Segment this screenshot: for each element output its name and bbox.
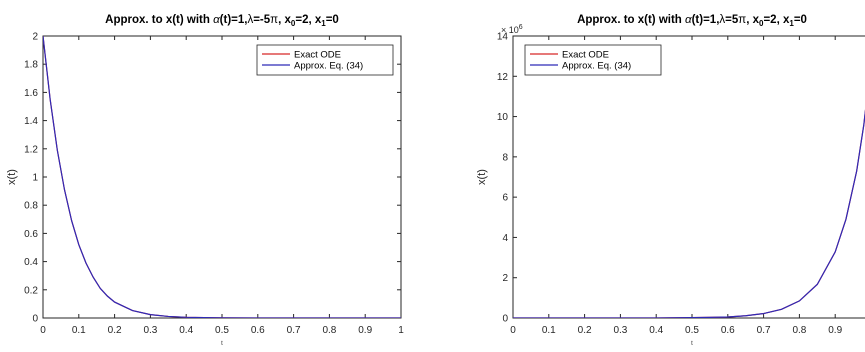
x-tick-label: 0.2 [108, 325, 122, 336]
y-tick-label: 14 [497, 32, 509, 43]
legend-box [256, 44, 394, 76]
x-tick-label: 0.8 [322, 325, 336, 336]
y-tick-label: 2 [32, 32, 38, 43]
chart-title: Approx. to x(t) with α(t)=1,λ=-5π, x0=2,… [105, 14, 339, 28]
x-tick-label: 0.9 [358, 325, 372, 336]
title-x0-value: =2, x [295, 14, 322, 26]
title-x1-value: =0 [326, 14, 339, 26]
x-axis-label: t [221, 341, 223, 347]
x-tick-label: 0.4 [649, 325, 663, 336]
title-mid1: (t)=1, [220, 14, 248, 26]
title-alpha: α [213, 14, 220, 26]
title-x0-part: , x [746, 14, 759, 26]
title-x0-part: , x [278, 14, 291, 26]
title-prefix: Approx. to x(t) with [105, 14, 213, 26]
y-tick-label: 0 [502, 314, 508, 325]
title-lambda-value: =5 [725, 14, 739, 26]
series-line-approx-eq-34 [43, 36, 401, 318]
x-tick-label: 0.3 [613, 325, 627, 336]
title-mid1: (t)=1, [692, 14, 720, 26]
x-tick-label: 0.3 [143, 325, 157, 336]
title-prefix: Approx. to x(t) with [577, 14, 685, 26]
title-x0-sub: 0 [759, 19, 764, 28]
x-tick-label: 0.5 [215, 325, 229, 336]
y-exponent-power: 6 [519, 24, 523, 31]
title-x0-sub: 0 [291, 19, 296, 28]
title-x1-value: =0 [794, 14, 807, 26]
y-tick-label: 0.4 [24, 257, 38, 268]
x-tick-label: 0.1 [542, 325, 556, 336]
y-tick-label: 4 [502, 233, 508, 244]
x-tick-label: 0.1 [72, 325, 86, 336]
x-tick-label: 0.9 [828, 325, 842, 336]
x-tick-label: 0 [40, 325, 46, 336]
chart-panel-2: 0 0.1 0.2 0.3 0.4 0.5 0.6 0.7 0.8 0.902468101214×… [476, 14, 865, 347]
x-tick-label: 0.4 [179, 325, 193, 336]
y-tick-label: 1 [32, 173, 38, 184]
title-alpha: α [685, 14, 692, 26]
y-tick-label: 1.6 [24, 88, 38, 99]
plot-area-frame [512, 35, 865, 319]
x-tick-label: 0.7 [287, 325, 301, 336]
x-tick-label: 0.2 [578, 325, 592, 336]
x-tick-label: 0.7 [757, 325, 771, 336]
y-exponent-base: × 10 [501, 25, 519, 35]
legend-entry-label: Approx. Eq. (34) [294, 61, 363, 72]
legend-box [524, 44, 662, 76]
legend-entry-label: Approx. Eq. (34) [562, 61, 631, 72]
title-pi: π [738, 14, 746, 26]
x-tick-label: 0.5 [685, 325, 699, 336]
legend-entry-label: Exact ODE [294, 50, 341, 61]
title-lambda: λ [247, 14, 253, 26]
y-tick-label: 0.6 [24, 229, 38, 240]
title-x1-sub: 1 [789, 19, 794, 28]
y-tick-label: 0 [32, 314, 38, 325]
y-tick-label: 1.4 [24, 116, 38, 127]
title-pi: π [270, 14, 278, 26]
x-tick-label: 0.6 [721, 325, 735, 336]
legend-entry-label: Exact ODE [562, 50, 609, 61]
plot-area-frame [42, 35, 402, 319]
y-tick-label: 10 [497, 112, 509, 123]
chart-panel-1: 0 0.1 0.2 0.3 0.4 0.5 0.6 0.7 0.8 0.9 1 0 0.2 0.4 0.6 0… [6, 14, 404, 347]
y-tick-label: 8 [502, 152, 508, 163]
title-lambda: λ [719, 14, 725, 26]
y-tick-label: 1.2 [24, 144, 38, 155]
chart-title: Approx. to x(t) with α(t)=1,λ=5π, x0=2, … [577, 14, 807, 28]
title-x1-sub: 1 [321, 19, 326, 28]
x-tick-label: 0 [510, 325, 516, 336]
y-tick-label: 2 [502, 273, 508, 284]
title-lambda-value: =-5 [253, 14, 271, 26]
y-axis-label: x(t) [6, 169, 18, 185]
x-tick-label: 0.6 [251, 325, 265, 336]
series-line-approx-eq-34 [513, 109, 865, 318]
title-x0-value: =2, x [763, 14, 790, 26]
y-axis-label: x(t) [476, 169, 488, 185]
y-tick-label: 0.2 [24, 285, 38, 296]
x-tick-label: 1 [398, 325, 404, 336]
x-axis-label: t [691, 341, 693, 347]
y-tick-label: 12 [497, 72, 509, 83]
y-exponent-label: × 106 [501, 24, 523, 35]
x-tick-label: 0.8 [792, 325, 806, 336]
y-tick-label: 0.8 [24, 201, 38, 212]
y-tick-label: 6 [502, 193, 508, 204]
y-tick-label: 1.8 [24, 60, 38, 71]
